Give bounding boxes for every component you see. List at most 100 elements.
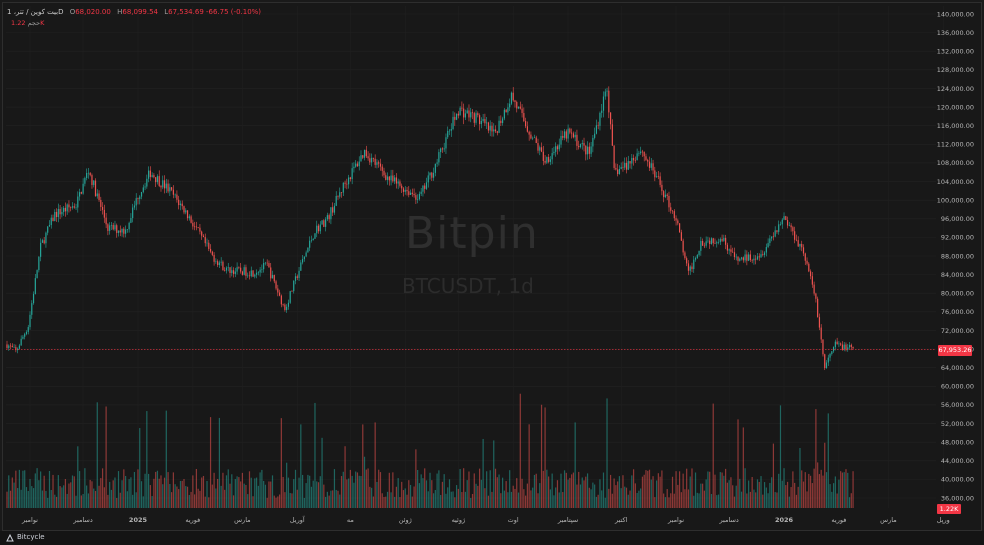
candle-body: [15, 347, 17, 351]
volume-bar: [450, 491, 452, 508]
candle-body: [696, 254, 698, 259]
y-tick-label: 56,000.00: [941, 401, 974, 409]
volume-bar: [477, 485, 479, 508]
volume-label[interactable]: حجم: [27, 19, 41, 27]
candle-body: [257, 272, 259, 274]
volume-bar: [356, 472, 359, 508]
volume-bar: [583, 480, 585, 508]
volume-bar: [388, 472, 390, 508]
candle-body: [728, 249, 730, 251]
candle-body: [753, 258, 755, 261]
volume-bar: [574, 422, 576, 508]
candle-body: [91, 175, 93, 185]
candle-body: [277, 288, 279, 293]
ohlc-legend: بیت کوین / تتر، 1D O68,020.00 H68,099.54…: [7, 8, 261, 16]
volume-bar: [266, 497, 268, 508]
y-tick-label: 136,000.00: [937, 29, 974, 37]
volume-bar: [151, 496, 153, 508]
candle-body: [436, 162, 438, 164]
volume-bar: [443, 474, 445, 508]
candle-body: [767, 243, 769, 248]
candle-body: [687, 263, 690, 271]
volume-legend: حجم 1.22K: [7, 19, 44, 27]
y-tick-label: 116,000.00: [937, 122, 974, 130]
volume-bar: [790, 487, 792, 508]
candle-body: [748, 254, 750, 261]
volume-bar: [248, 471, 251, 508]
candle-body: [404, 189, 406, 192]
y-tick-label: 132,000.00: [937, 48, 974, 56]
candle-body: [502, 118, 504, 124]
candle-body: [643, 151, 645, 157]
candle-body: [470, 112, 472, 118]
y-tick-label: 140,000.00: [937, 10, 974, 18]
candle-body: [332, 207, 334, 213]
volume-bar: [319, 476, 321, 508]
candle-body: [464, 113, 467, 118]
volume-bar: [167, 472, 169, 508]
volume-bar: [486, 471, 488, 508]
volume-bar: [89, 479, 91, 508]
candle-body: [494, 129, 497, 132]
volume-bar: [264, 484, 267, 508]
volume-bar: [730, 477, 732, 508]
volume-bar: [563, 470, 566, 508]
volume-bar: [535, 473, 537, 508]
volume-bar: [399, 497, 401, 508]
candle-body: [215, 261, 217, 262]
volume-bar: [484, 488, 486, 508]
candle-body: [411, 192, 413, 194]
footer-brand[interactable]: Bitcycle: [17, 533, 45, 541]
volume-bar: [673, 493, 675, 508]
volume-bar: [783, 468, 785, 508]
candle-body: [788, 225, 790, 226]
volume-bar: [208, 497, 210, 508]
volume-bar: [647, 470, 649, 508]
candle-body: [852, 347, 854, 349]
candle-body: [151, 175, 153, 177]
candle-body: [811, 276, 813, 285]
y-tick-label: 92,000.00: [941, 234, 974, 242]
volume-bar: [178, 489, 180, 508]
volume-bar: [765, 487, 767, 508]
volume-bar: [448, 479, 451, 508]
volume-bar: [516, 478, 518, 508]
volume-bar: [185, 486, 187, 508]
open-value: 68,020.00: [75, 8, 111, 16]
volume-bar: [270, 481, 272, 508]
candle-body: [429, 172, 431, 176]
candle-body: [523, 113, 525, 122]
volume-bar: [278, 494, 281, 508]
symbol-label[interactable]: بیت کوین / تتر، 1D: [7, 8, 64, 16]
volume-bar: [112, 480, 114, 508]
y-tick-label: 44,000.00: [941, 457, 974, 465]
volume-bar: [767, 493, 769, 508]
price-chart[interactable]: 140,000.00 136,000.00 132,000.00 128,000.00…: [0, 0, 984, 530]
x-tick-label: سپتامبر: [557, 516, 578, 524]
candle-body: [714, 243, 716, 244]
volume-bar: [153, 478, 155, 508]
volume-bar: [572, 472, 574, 508]
candle-body: [190, 216, 192, 223]
candle-body: [746, 254, 748, 261]
volume-bar: [379, 472, 382, 508]
candle-body: [25, 331, 28, 335]
candle-body: [799, 243, 801, 247]
volume-bar: [6, 491, 8, 508]
volume-bar: [199, 490, 201, 508]
y-tick-label: 128,000.00: [937, 66, 974, 74]
volume-bar: [546, 469, 548, 508]
volume-bar: [20, 489, 22, 508]
volume-bar: [813, 468, 815, 508]
candle-body: [528, 131, 530, 135]
volume-bar: [59, 486, 61, 508]
candle-body: [52, 217, 54, 222]
candle-body: [149, 170, 151, 177]
volume-bar: [148, 473, 150, 508]
candle-body: [813, 284, 815, 294]
candle-body: [664, 194, 667, 198]
volume-bar: [291, 493, 293, 508]
candle-body: [156, 176, 159, 183]
candle-body: [698, 250, 700, 255]
volume-bar: [409, 484, 412, 508]
